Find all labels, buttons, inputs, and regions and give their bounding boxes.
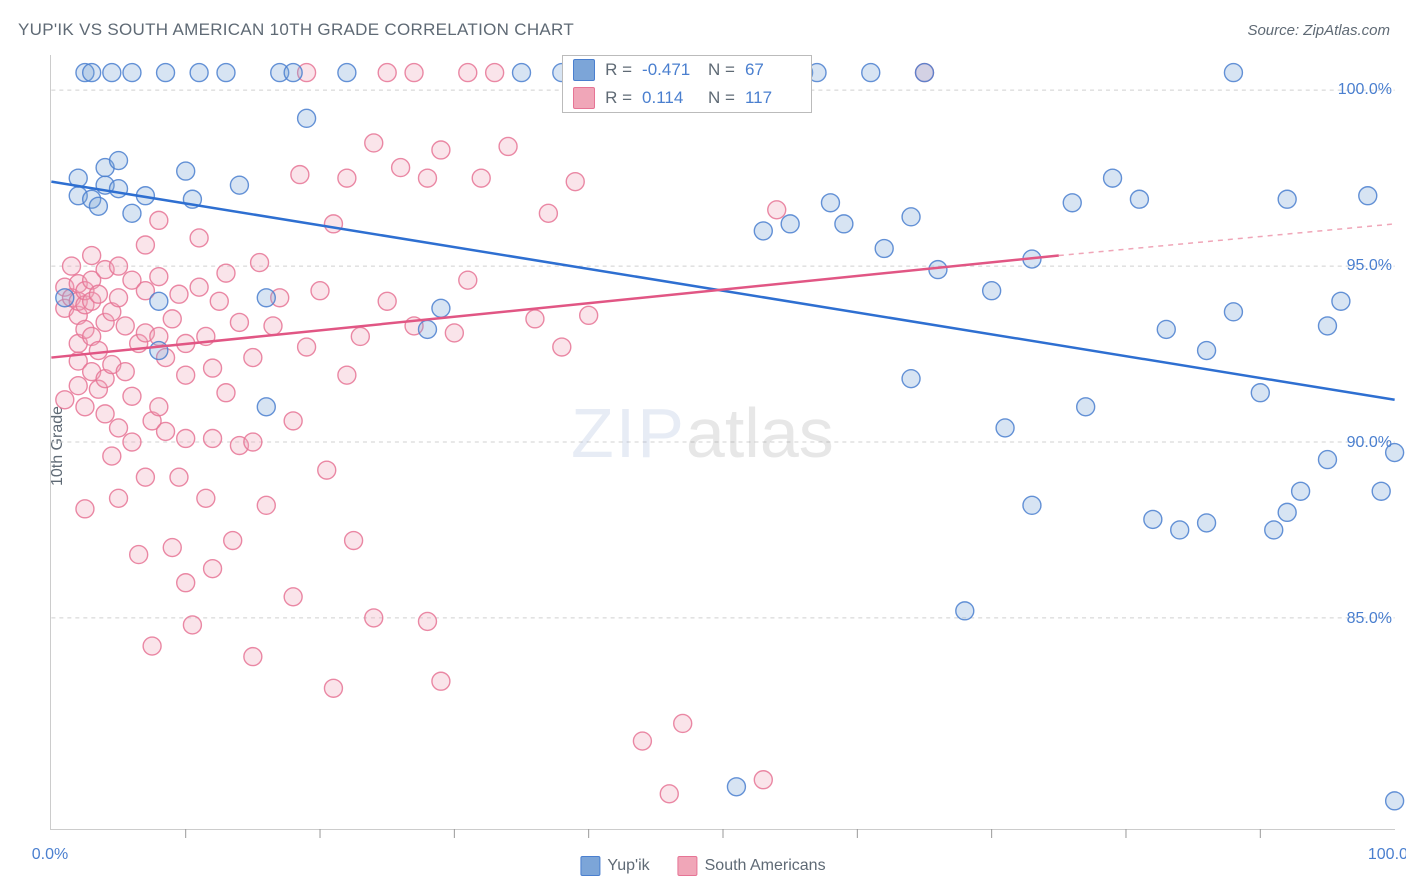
stats-row-yupik: R = -0.471 N = 67 xyxy=(563,56,811,84)
stats-n-value: 117 xyxy=(745,88,801,108)
y-tick-label: 95.0% xyxy=(1347,257,1392,275)
y-tick-label: 85.0% xyxy=(1347,610,1392,628)
swatch-south_american xyxy=(573,87,595,109)
legend-label: South Americans xyxy=(705,857,826,875)
stats-r-label: R = xyxy=(605,88,632,108)
stats-r-label: R = xyxy=(605,60,632,80)
x-tick-label: 100.0% xyxy=(1368,846,1406,864)
stats-r-value: -0.471 xyxy=(642,60,698,80)
chart-source: Source: ZipAtlas.com xyxy=(1247,22,1390,39)
plot-area: ZIPatlas R =-0.471N =67R =0.114N =117 xyxy=(50,55,1395,830)
stats-n-value: 67 xyxy=(745,60,801,80)
stats-legend-box: R = -0.471 N = 67 R = 0.114 N = 117 xyxy=(562,55,812,113)
legend-swatch-south_american xyxy=(678,856,698,876)
correlation-chart: YUP'IK VS SOUTH AMERICAN 10TH GRADE CORR… xyxy=(0,0,1406,892)
chart-title: YUP'IK VS SOUTH AMERICAN 10TH GRADE CORR… xyxy=(18,20,574,40)
stats-n-label: N = xyxy=(708,60,735,80)
bottom-legend: Yup'ik South Americans xyxy=(580,856,825,876)
legend-item-south_american: South Americans xyxy=(678,856,826,876)
legend-swatch-yupik xyxy=(580,856,600,876)
legend-label: Yup'ik xyxy=(607,857,649,875)
x-tick-label: 0.0% xyxy=(32,846,68,864)
y-tick-label: 100.0% xyxy=(1338,81,1392,99)
plot-svg xyxy=(51,55,1395,829)
stats-row-south_american: R = 0.114 N = 117 xyxy=(563,84,811,112)
stats-n-label: N = xyxy=(708,88,735,108)
swatch-yupik xyxy=(573,59,595,81)
y-tick-label: 90.0% xyxy=(1347,434,1392,452)
legend-item-yupik: Yup'ik xyxy=(580,856,649,876)
stats-r-value: 0.114 xyxy=(642,88,698,108)
